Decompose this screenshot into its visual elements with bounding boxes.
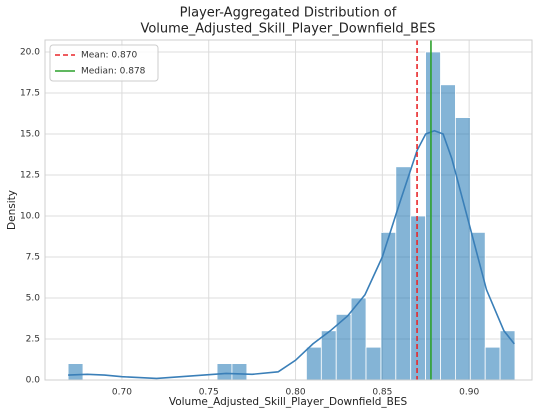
y-tick-label: 17.5 [20, 88, 40, 98]
plot-frame [44, 39, 533, 381]
histogram-bar [320, 330, 337, 381]
x-tick-label: 0.80 [286, 388, 306, 398]
histogram-bar [484, 346, 501, 381]
y-tick-label: 0.0 [26, 376, 41, 386]
histogram-bar [410, 215, 427, 381]
histogram-bar [454, 117, 471, 381]
histogram-bar [365, 346, 382, 381]
x-axis-label: Volume_Adjusted_Skill_Player_Downfield_B… [169, 396, 408, 408]
x-tick-label: 0.90 [459, 388, 479, 398]
histogram-bar [67, 363, 84, 381]
histogram-bar [231, 363, 248, 381]
y-axis-label: Density [6, 190, 18, 230]
legend-box [49, 44, 159, 82]
histogram-bar [440, 84, 456, 381]
y-tick-label: 10.0 [20, 211, 40, 221]
x-tick-label: 0.70 [112, 388, 132, 398]
legend-label: Mean: 0.870 [81, 51, 137, 61]
histogram-bar [216, 363, 233, 381]
chart-title: Volume_Adjusted_Skill_Player_Downfield_B… [140, 22, 435, 37]
histogram-bar [425, 51, 441, 381]
histogram-bar [306, 346, 322, 381]
y-tick-label: 2.5 [26, 334, 40, 344]
legend-label: Median: 0.878 [81, 67, 146, 77]
x-tick-label: 0.75 [199, 388, 219, 398]
x-tick-label: 0.85 [372, 388, 392, 398]
y-tick-label: 5.0 [26, 293, 41, 303]
y-tick-label: 20.0 [20, 47, 40, 57]
y-tick-label: 7.5 [26, 252, 40, 262]
chart-title: Player-Aggregated Distribution of [180, 6, 397, 21]
y-tick-label: 12.5 [20, 170, 40, 180]
histogram-bar [499, 330, 516, 381]
kde-line [68, 129, 515, 380]
histogram-bar [350, 297, 367, 381]
y-tick-label: 15.0 [20, 129, 40, 139]
histogram-bar [395, 166, 412, 381]
